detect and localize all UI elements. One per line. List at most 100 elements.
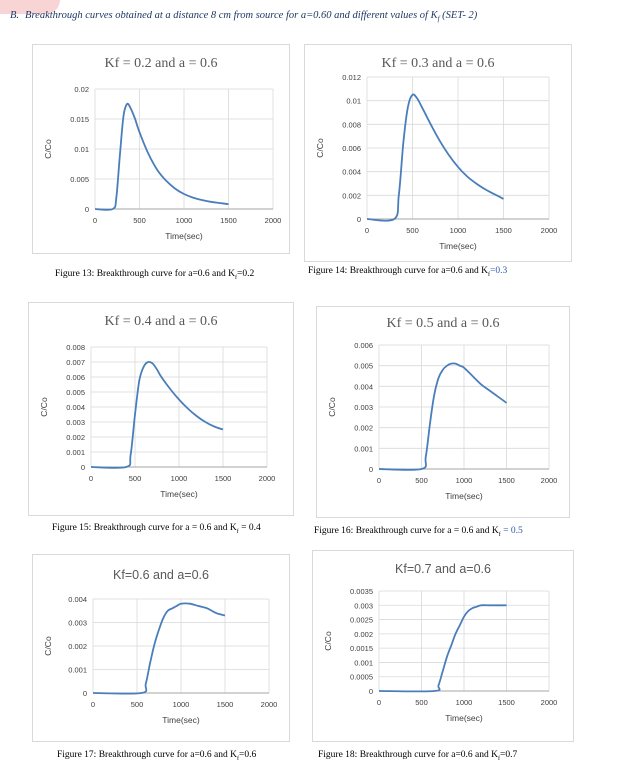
y-tick-label: 0.012 <box>342 73 361 82</box>
series-line <box>92 602 226 695</box>
chart-svg: Kf = 0.5 and a = 0.6 0 0.001 0.002 0.003 0.00… <box>327 316 558 501</box>
y-tick-label: 0.002 <box>342 191 361 200</box>
x-tick-label: 500 <box>415 698 428 707</box>
y-tick-label: 0.006 <box>354 341 373 350</box>
x-tick-label: 2000 <box>541 226 558 235</box>
chart-panel-kf-0-2: Kf = 0.2 and a = 0.6 0 0.005 0.01 0.015 0.02 0… <box>32 44 290 254</box>
pink-corner-decoration <box>0 0 60 14</box>
y-tick-label: 0.003 <box>66 418 85 427</box>
y-tick-label: 0.003 <box>68 619 87 628</box>
x-tick-label: 0 <box>377 698 381 707</box>
x-axis-label: Time(sec) <box>445 491 483 501</box>
y-tick-label: 0.0015 <box>350 644 373 653</box>
x-tick-label: 0 <box>365 226 369 235</box>
x-tick-label: 0 <box>91 700 95 709</box>
x-tick-label: 500 <box>133 216 146 225</box>
y-tick-label: 0.003 <box>354 601 373 610</box>
y-tick-label: 0 <box>369 687 373 696</box>
x-tick-label: 1000 <box>173 700 190 709</box>
x-tick-label: 1000 <box>171 474 188 483</box>
heading-lead: B. <box>10 10 20 21</box>
x-tick-label: 1500 <box>217 700 234 709</box>
y-tick-label: 0.01 <box>74 145 89 154</box>
y-tick-label: 0.015 <box>70 115 89 124</box>
x-tick-label: 500 <box>415 476 428 485</box>
y-tick-label: 0.0005 <box>350 673 373 682</box>
series-line <box>378 604 507 693</box>
y-axis-label: C/Co <box>323 631 333 651</box>
x-tick-label: 1000 <box>456 698 473 707</box>
y-axis-label: C/Co <box>327 397 337 417</box>
figure-caption-18: Figure 18: Breakthrough curve for a=0.6 … <box>318 750 518 762</box>
chart-svg: Kf = 0.4 and a = 0.6 0 0.001 0.002 0.003 0.00… <box>39 314 276 499</box>
y-tick-label: 0.001 <box>66 448 85 457</box>
series-line <box>94 102 229 211</box>
y-tick-label: 0.004 <box>342 168 361 177</box>
x-tick-label: 2000 <box>261 700 278 709</box>
heading-subscript: f <box>437 15 440 24</box>
x-axis-label: Time(sec) <box>165 231 203 241</box>
y-tick-label: 0.002 <box>354 424 373 433</box>
x-tick-label: 1500 <box>215 474 232 483</box>
heading-text: Breakthrough curves obtained at a distan… <box>25 10 438 21</box>
y-tick-label: 0.008 <box>342 120 361 129</box>
y-tick-label: 0.02 <box>74 85 89 94</box>
chart-svg: Kf=0.6 and a=0.6 0 0.001 0.002 0.003 0.004 0 50… <box>43 568 278 725</box>
x-tick-label: 2000 <box>541 476 558 485</box>
x-tick-label: 500 <box>129 474 142 483</box>
y-tick-label: 0.005 <box>354 362 373 371</box>
chart-title: Kf=0.7 and a=0.6 <box>395 562 491 576</box>
x-tick-label: 0 <box>377 476 381 485</box>
x-tick-label: 1500 <box>220 216 237 225</box>
y-tick-label: 0.001 <box>354 658 373 667</box>
x-tick-label: 1500 <box>498 698 515 707</box>
y-tick-label: 0.004 <box>68 595 87 604</box>
y-tick-label: 0 <box>85 205 89 214</box>
chart-panel-kf-0-5: Kf = 0.5 and a = 0.6 0 0.001 0.002 0.003 0.00… <box>316 306 570 518</box>
chart-title: Kf = 0.3 and a = 0.6 <box>382 56 495 71</box>
x-tick-label: 1000 <box>456 476 473 485</box>
y-tick-label: 0.008 <box>66 343 85 352</box>
section-heading: B. Breakthrough curves obtained at a dist… <box>10 10 477 23</box>
x-tick-label: 1000 <box>176 216 193 225</box>
x-axis-label: Time(sec) <box>160 489 198 499</box>
x-tick-label: 1000 <box>450 226 467 235</box>
x-tick-label: 1500 <box>498 476 515 485</box>
chart-panel-kf-0-7: Kf=0.7 and a=0.6 0 0.0005 0.001 0.0015 0.002 0… <box>312 550 574 742</box>
figure-caption-13: Figure 13: Breakthrough curve for a=0.6 … <box>55 269 255 281</box>
x-axis-label: Time(sec) <box>445 713 483 723</box>
y-tick-label: 0.002 <box>68 642 87 651</box>
x-tick-label: 1500 <box>495 226 512 235</box>
heading-tail: (SET- 2) <box>439 10 478 21</box>
chart-svg: Kf = 0.2 and a = 0.6 0 0.005 0.01 0.015 0.02 0… <box>43 56 282 241</box>
series-line <box>378 362 508 471</box>
figure-caption-16: Figure 16: Breakthrough curve for a = 0.… <box>314 526 523 538</box>
y-tick-label: 0.001 <box>354 444 373 453</box>
chart-title: Kf = 0.2 and a = 0.6 <box>105 56 218 71</box>
y-tick-label: 0.007 <box>66 358 85 367</box>
y-axis-label: C/Co <box>39 397 49 417</box>
figure-caption-15: Figure 15: Breakthrough curve for a = 0.… <box>52 523 261 535</box>
y-axis-label: C/Co <box>43 139 53 159</box>
x-axis-label: Time(sec) <box>162 715 200 725</box>
y-tick-label: 0 <box>81 463 85 472</box>
y-tick-label: 0.0025 <box>350 616 373 625</box>
y-tick-label: 0.004 <box>66 403 85 412</box>
chart-svg: Kf = 0.3 and a = 0.6 0 0.002 0.004 0.006 0.00… <box>315 56 558 251</box>
x-tick-label: 2000 <box>259 474 276 483</box>
series-line <box>90 360 224 469</box>
y-tick-label: 0 <box>357 215 361 224</box>
y-tick-label: 0.01 <box>346 97 361 106</box>
figure-caption-14: Figure 14: Breakthrough curve for a=0.6 … <box>308 266 508 278</box>
x-tick-label: 2000 <box>265 216 282 225</box>
chart-panel-kf-0-3: Kf = 0.3 and a = 0.6 0 0.002 0.004 0.006 0.00… <box>304 44 572 262</box>
y-tick-label: 0.001 <box>68 666 87 675</box>
figure-caption-17: Figure 17: Breakthrough curve for a=0.6 … <box>57 750 257 762</box>
x-tick-label: 500 <box>406 226 419 235</box>
chart-title: Kf = 0.5 and a = 0.6 <box>387 316 500 331</box>
y-tick-label: 0.003 <box>354 403 373 412</box>
series-line <box>366 93 504 222</box>
y-axis-label: C/Co <box>43 636 53 656</box>
y-tick-label: 0.005 <box>66 388 85 397</box>
x-tick-label: 0 <box>89 474 93 483</box>
